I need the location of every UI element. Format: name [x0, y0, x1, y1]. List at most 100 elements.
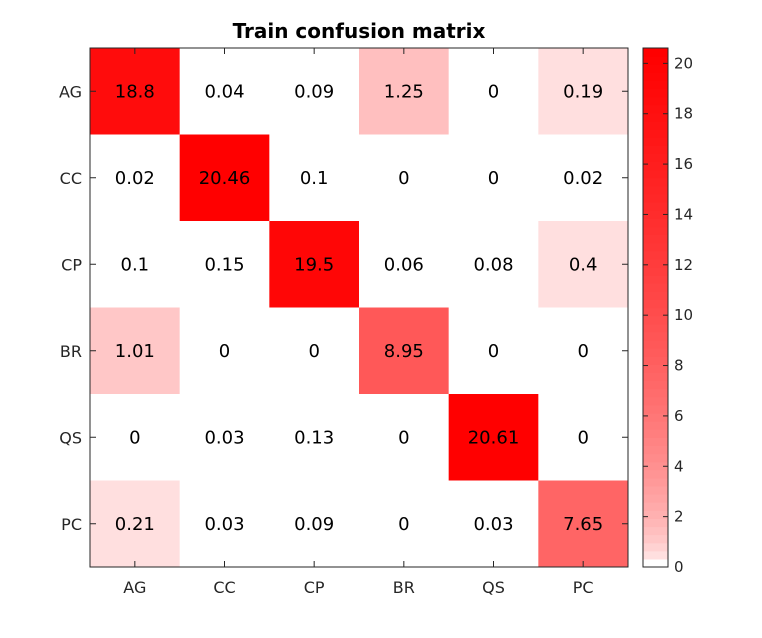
colorbar-level-30 [643, 315, 668, 325]
y-tick-label-1: CC [60, 169, 82, 188]
colorbar-level-6 [643, 510, 668, 519]
colorbar-level-39 [643, 242, 668, 252]
colorbar-level-3 [643, 534, 668, 544]
cell-value-0-0: 18.8 [115, 81, 155, 102]
cell-0-3 [359, 48, 450, 135]
cell-value-0-2: 0.09 [294, 81, 334, 102]
cell-value-4-3: 0 [398, 427, 409, 448]
colorbar-tick-label-6: 12 [674, 256, 693, 274]
cell-value-2-4: 0.08 [473, 254, 513, 275]
cell-5-0 [90, 480, 181, 568]
cell-3-5 [538, 307, 629, 395]
cell-0-5 [538, 48, 629, 135]
colorbar-level-49 [643, 161, 668, 171]
colorbar-level-59 [643, 80, 668, 90]
colorbar-level-15 [643, 437, 668, 446]
cell-value-3-2: 0 [308, 341, 319, 362]
cell-value-3-5: 0 [577, 341, 588, 362]
colorbar-level-41 [643, 226, 668, 236]
colorbar-level-36 [643, 266, 668, 276]
x-tick-label-2: CP [304, 578, 325, 597]
cell-value-3-4: 0 [488, 341, 499, 362]
colorbar-level-5 [643, 518, 668, 528]
cell-value-4-4: 20.61 [468, 427, 520, 448]
cell-1-0 [90, 134, 181, 222]
cell-0-4 [448, 48, 539, 135]
colorbar-level-62 [643, 56, 668, 65]
cell-value-4-5: 0 [577, 427, 588, 448]
colorbar-tick-label-9: 18 [674, 105, 693, 123]
plot-frame [89, 47, 629, 568]
cell-1-2 [269, 134, 360, 222]
cell-value-5-2: 0.09 [294, 514, 334, 535]
cell-2-2 [269, 221, 360, 308]
cell-5-1 [179, 480, 270, 568]
colorbar-tick-label-4: 8 [674, 357, 684, 375]
cell-1-1 [179, 134, 270, 222]
cell-value-4-0: 0 [129, 427, 140, 448]
colorbar-level-37 [643, 258, 668, 268]
cell-value-5-0: 0.21 [115, 514, 155, 535]
colorbar-level-40 [643, 234, 668, 244]
colorbar-level-53 [643, 129, 668, 138]
colorbar-level-35 [643, 275, 668, 284]
colorbar-level-20 [643, 396, 668, 406]
colorbar-level-56 [643, 104, 668, 114]
colorbar-level-22 [643, 380, 668, 390]
colorbar-tick-label-10: 20 [674, 54, 693, 72]
cell-value-2-2: 19.5 [294, 254, 334, 275]
colorbar-level-52 [643, 137, 668, 146]
y-axis: AG CC CP BR QS PC [59, 82, 628, 534]
cell-value-5-5: 7.65 [563, 514, 603, 535]
cell-3-4 [448, 307, 539, 395]
chart-title: Train confusion matrix [233, 19, 486, 43]
colorbar-level-18 [643, 412, 668, 422]
colorbar-level-12 [643, 461, 668, 471]
cell-5-5 [538, 480, 629, 568]
cell-value-0-3: 1.25 [384, 81, 424, 102]
colorbar-tick-label-2: 4 [674, 457, 684, 475]
colorbar-level-0 [643, 558, 668, 568]
colorbar-level-45 [643, 193, 668, 203]
cell-4-3 [359, 394, 450, 481]
colorbar-level-38 [643, 250, 668, 260]
colorbar: 0 2 4 6 8 10 12 14 16 18 20 [642, 47, 693, 576]
cell-value-1-3: 0 [398, 168, 409, 189]
colorbar-level-17 [643, 421, 668, 430]
cell-2-5 [538, 221, 629, 308]
cell-value-1-0: 0.02 [115, 168, 155, 189]
colorbar-tick-label-1: 2 [674, 508, 684, 526]
cell-1-5 [538, 134, 629, 222]
cell-2-3 [359, 221, 450, 308]
colorbar-level-50 [643, 153, 668, 163]
x-tick-label-1: CC [213, 578, 235, 597]
colorbar-level-51 [643, 145, 668, 155]
colorbar-level-14 [643, 445, 668, 455]
colorbar-tick-label-8: 16 [674, 155, 693, 173]
colorbar-tick-label-5: 10 [674, 306, 693, 324]
colorbar-level-57 [643, 96, 668, 106]
colorbar-level-1 [643, 550, 668, 560]
colorbar-level-61 [643, 64, 668, 73]
colorbar-level-4 [643, 526, 668, 536]
y-tick-label-2: CP [61, 255, 82, 274]
cell-4-2 [269, 394, 360, 481]
colorbar-level-32 [643, 299, 668, 309]
cell-value-3-1: 0 [219, 341, 230, 362]
cell-value-1-4: 0 [488, 168, 499, 189]
colorbar-level-54 [643, 120, 668, 130]
colorbar-level-9 [643, 485, 668, 495]
colorbar-level-60 [643, 72, 668, 82]
colorbar-level-34 [643, 283, 668, 292]
cell-value-5-1: 0.03 [204, 514, 244, 535]
cell-value-1-5: 0.02 [563, 168, 603, 189]
x-tick-label-3: BR [393, 578, 415, 597]
colorbar-tick-label-3: 6 [674, 407, 684, 425]
colorbar-level-28 [643, 331, 668, 341]
colorbar-level-7 [643, 502, 668, 511]
y-tick-label-3: BR [60, 342, 82, 361]
colorbar-level-63 [643, 48, 668, 57]
cell-value-2-5: 0.4 [569, 254, 598, 275]
cell-0-0 [90, 48, 181, 135]
y-tick-label-5: PC [61, 515, 82, 534]
